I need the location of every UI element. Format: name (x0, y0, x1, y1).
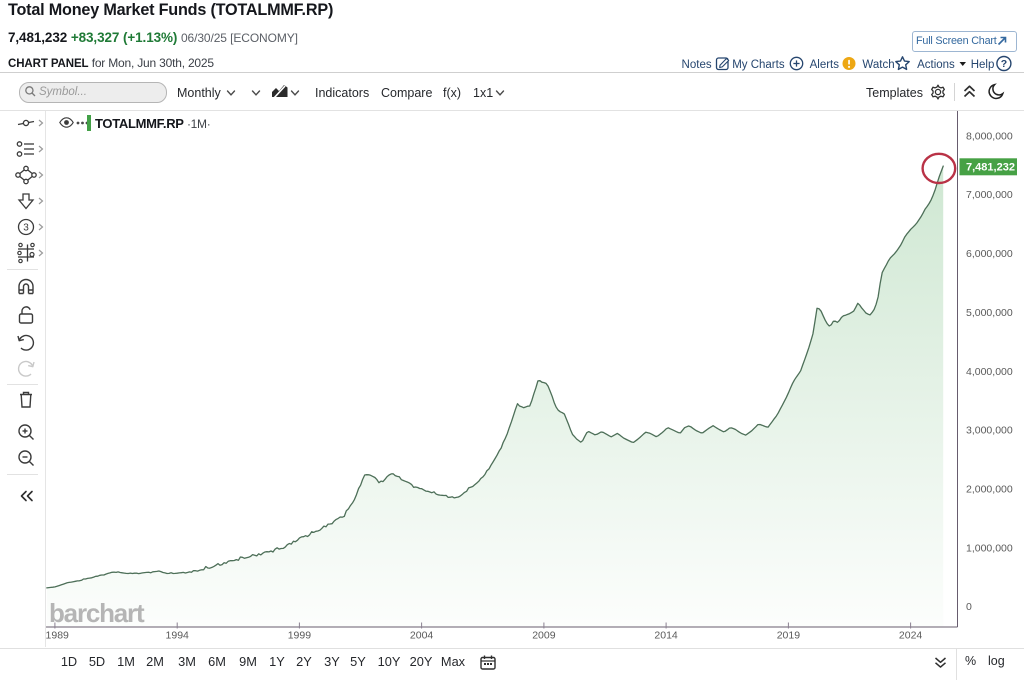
svg-text:2014: 2014 (654, 630, 678, 642)
svg-text:1999: 1999 (288, 630, 312, 642)
svg-text:Notes: Notes (682, 59, 712, 71)
svg-text:7,481,232: 7,481,232 (966, 161, 1015, 173)
svg-text:3: 3 (23, 223, 29, 234)
svg-text:6,000,000: 6,000,000 (966, 248, 1013, 260)
svg-text:0: 0 (966, 601, 972, 613)
svg-text:7,000,000: 7,000,000 (966, 189, 1013, 201)
svg-text:2,000,000: 2,000,000 (966, 484, 1013, 496)
svg-text:1994: 1994 (166, 630, 190, 642)
svg-text:Watch: Watch (862, 59, 894, 71)
svg-text:2024: 2024 (899, 630, 923, 642)
svg-text:2009: 2009 (532, 630, 556, 642)
svg-text:Help: Help (971, 59, 995, 71)
svg-text:4,000,000: 4,000,000 (966, 366, 1013, 378)
svg-text:2004: 2004 (410, 630, 434, 642)
svg-text:Alerts: Alerts (810, 59, 840, 71)
svg-text:Actions: Actions (917, 59, 955, 71)
svg-text:2019: 2019 (777, 630, 801, 642)
svg-text:1989: 1989 (46, 630, 70, 642)
svg-text:1,000,000: 1,000,000 (966, 542, 1013, 554)
svg-text:My Charts: My Charts (732, 59, 785, 71)
svg-text:?: ? (1001, 58, 1007, 70)
svg-text:5,000,000: 5,000,000 (966, 307, 1013, 319)
svg-text:3,000,000: 3,000,000 (966, 425, 1013, 437)
svg-text:8,000,000: 8,000,000 (966, 130, 1013, 142)
